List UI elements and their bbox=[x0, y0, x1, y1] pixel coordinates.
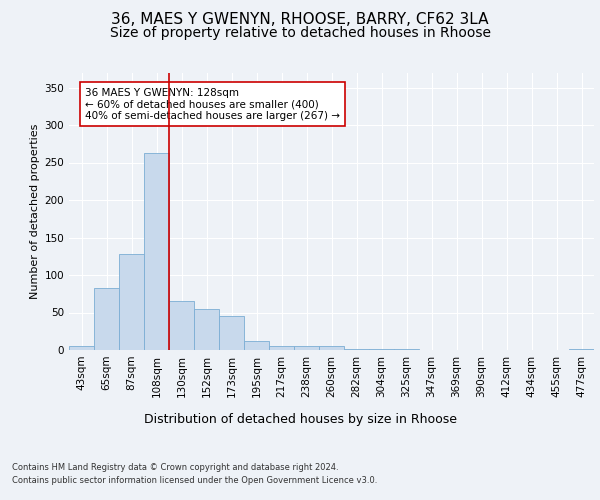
Y-axis label: Number of detached properties: Number of detached properties bbox=[30, 124, 40, 299]
Text: Contains public sector information licensed under the Open Government Licence v3: Contains public sector information licen… bbox=[12, 476, 377, 485]
Bar bbox=[194, 308, 219, 350]
Bar bbox=[319, 346, 344, 350]
Bar bbox=[369, 349, 394, 350]
Text: 36, MAES Y GWENYN, RHOOSE, BARRY, CF62 3LA: 36, MAES Y GWENYN, RHOOSE, BARRY, CF62 3… bbox=[111, 12, 489, 28]
Bar bbox=[69, 346, 94, 350]
Bar bbox=[169, 301, 194, 350]
Bar bbox=[394, 349, 419, 350]
Text: Distribution of detached houses by size in Rhoose: Distribution of detached houses by size … bbox=[143, 412, 457, 426]
Bar bbox=[244, 341, 269, 350]
Bar bbox=[94, 288, 119, 350]
Text: 36 MAES Y GWENYN: 128sqm
← 60% of detached houses are smaller (400)
40% of semi-: 36 MAES Y GWENYN: 128sqm ← 60% of detach… bbox=[85, 88, 340, 120]
Bar bbox=[344, 349, 369, 350]
Text: Contains HM Land Registry data © Crown copyright and database right 2024.: Contains HM Land Registry data © Crown c… bbox=[12, 462, 338, 471]
Bar bbox=[219, 316, 244, 350]
Bar bbox=[569, 348, 594, 350]
Bar bbox=[294, 346, 319, 350]
Text: Size of property relative to detached houses in Rhoose: Size of property relative to detached ho… bbox=[110, 26, 491, 40]
Bar bbox=[269, 346, 294, 350]
Bar bbox=[119, 254, 144, 350]
Bar bbox=[144, 153, 169, 350]
